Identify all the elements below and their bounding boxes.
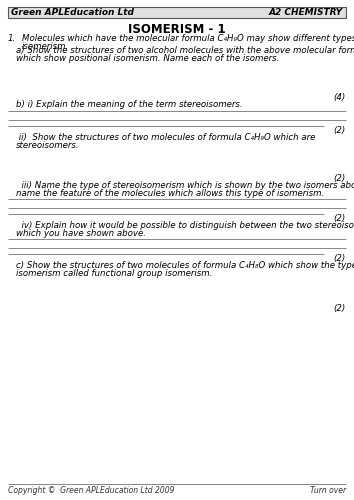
Text: b) i) Explain the meaning of the term stereoisomers.: b) i) Explain the meaning of the term st… (16, 100, 242, 109)
Text: which you have shown above.: which you have shown above. (16, 229, 146, 238)
Text: ii)  Show the structures of two molecules of formula C₄H₉O which are: ii) Show the structures of two molecules… (16, 133, 315, 142)
Text: iii) Name the type of stereoisomerism which is shown by the two isomers above an: iii) Name the type of stereoisomerism wh… (16, 181, 354, 190)
Text: c) Show the structures of two molecules of formula C₄H₈O which show the type of: c) Show the structures of two molecules … (16, 261, 354, 270)
Text: Copyright ©  Green APLEducation Ltd 2009: Copyright © Green APLEducation Ltd 2009 (8, 486, 175, 495)
Text: ISOMERISM - 1: ISOMERISM - 1 (128, 23, 226, 36)
Text: (2): (2) (334, 214, 346, 223)
Text: stereoisomers.: stereoisomers. (16, 141, 80, 150)
Text: Green APLEducation Ltd: Green APLEducation Ltd (11, 8, 134, 17)
Text: Turn over: Turn over (310, 486, 346, 495)
Bar (8, 7, 346, 18)
Text: (2): (2) (334, 254, 346, 263)
Text: (2): (2) (334, 126, 346, 135)
Text: isomerism called functional group isomerism.: isomerism called functional group isomer… (16, 269, 212, 278)
Text: which show positional isomerism. Name each of the isomers.: which show positional isomerism. Name ea… (16, 54, 279, 63)
Text: A2 CHEMISTRY: A2 CHEMISTRY (269, 8, 343, 17)
Text: (2): (2) (334, 174, 346, 183)
Text: (2): (2) (334, 304, 346, 313)
Text: Molecules which have the molecular formula C₄H₉O may show different types of: Molecules which have the molecular formu… (22, 34, 354, 43)
Text: name the feature of the molecules which allows this type of isomerism.: name the feature of the molecules which … (16, 189, 324, 198)
Text: 1.: 1. (8, 34, 16, 43)
Text: isomerism.: isomerism. (22, 42, 69, 51)
Text: (4): (4) (334, 93, 346, 102)
Text: a) Show the structures of two alcohol molecules with the above molecular formula: a) Show the structures of two alcohol mo… (16, 46, 354, 55)
Text: iv) Explain how it would be possible to distinguish between the two stereoisomer: iv) Explain how it would be possible to … (16, 221, 354, 230)
